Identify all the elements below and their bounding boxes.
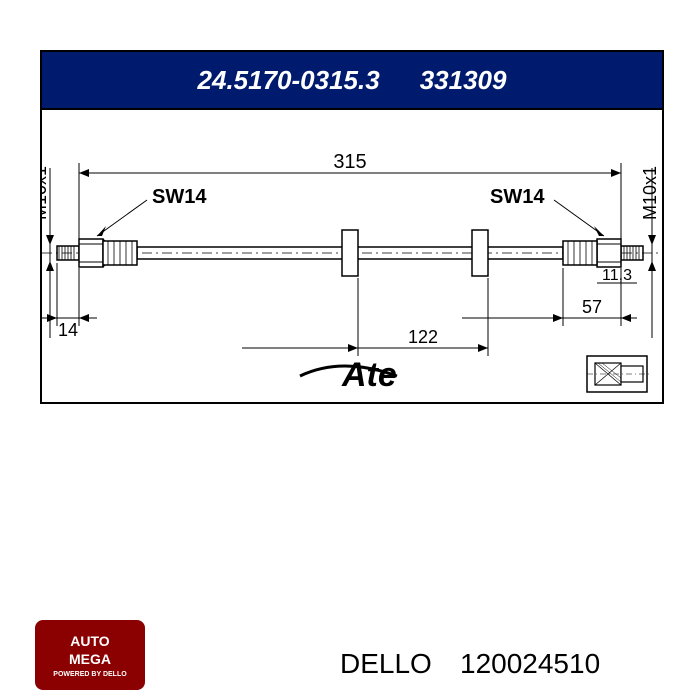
ate-logo: Ate (341, 356, 397, 394)
dim-segment-right: 57 (582, 297, 602, 317)
technical-diagram-frame: 24.5170-0315.3 331309 (40, 50, 664, 404)
label-thread-right: M10x1 (640, 166, 658, 220)
brake-hose-drawing: 315 SW14 SW14 M10x1 M10x1 (42, 108, 658, 398)
badge-line2: MEGA (69, 651, 111, 667)
badge-sub: POWERED BY DELLO (53, 671, 126, 678)
label-wrench-left: SW14 (152, 186, 207, 208)
dim-tip-left: 14 (58, 320, 78, 340)
drawing-area: 315 SW14 SW14 M10x1 M10x1 (42, 108, 662, 402)
diagram-header-bar: 24.5170-0315.3 331309 (42, 52, 662, 110)
dim-tip-right-height: 11,3 (602, 267, 632, 284)
footer-part-number: 120024510 (460, 648, 600, 680)
badge-line1: AUTO (70, 633, 109, 649)
automega-badge: AUTO MEGA POWERED BY DELLO (35, 620, 145, 690)
dim-segment-mid: 122 (408, 327, 438, 347)
label-wrench-right: SW14 (490, 186, 545, 208)
footer-brand: DELLO (340, 648, 432, 680)
dim-overall-length: 315 (333, 151, 366, 173)
part-number-primary: 24.5170-0315.3 (198, 65, 380, 96)
label-thread-left: M10x1 (42, 166, 50, 220)
part-number-secondary: 331309 (420, 65, 507, 96)
